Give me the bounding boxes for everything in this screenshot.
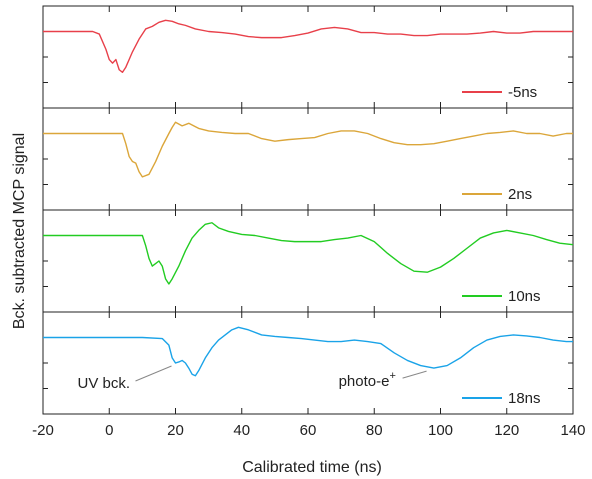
x-tick-label: 140 (560, 422, 585, 439)
series-line-10ns (43, 222, 574, 285)
x-tick-label: 20 (167, 422, 184, 439)
legend-label: 10ns (508, 288, 541, 305)
series-line--5ns (43, 19, 573, 73)
series-line-18ns (43, 326, 573, 377)
legend-label: -5ns (508, 84, 537, 101)
panel-3: 10ns (42, 209, 574, 313)
x-tick-label: 120 (494, 422, 519, 439)
annotations-layer: UV bck. photo-e+ (78, 365, 427, 392)
panels-layer: -5ns 2ns 10ns 18ns (42, 5, 574, 415)
panel-2: 2ns (42, 107, 574, 211)
annotation: photo-e+ (339, 370, 427, 390)
x-tick-label: -20 (32, 422, 54, 439)
annotation-label: UV bck. (78, 375, 131, 392)
panel-4: 18ns (42, 311, 574, 415)
x-tick-label: 60 (300, 422, 317, 439)
legend-label: 18ns (508, 390, 541, 407)
annotation-label: photo-e+ (339, 370, 396, 390)
legend-label: 2ns (508, 186, 532, 203)
x-tick-label: 0 (105, 422, 113, 439)
series-line-2ns (43, 121, 573, 178)
x-tick-label: 80 (366, 422, 383, 439)
x-tick-label: 40 (233, 422, 250, 439)
annotation-leader (135, 365, 172, 382)
x-axis-title: Calibrated time (ns) (242, 459, 382, 476)
x-tick-label: 100 (428, 422, 453, 439)
annotation-leader (402, 370, 427, 379)
y-axis-title: Bck. subtracted MCP signal (11, 133, 28, 329)
panel-1: -5ns (42, 5, 574, 109)
annotation: UV bck. (78, 365, 172, 392)
x-axis: -20 0 20 40 60 80 100 120 140 (32, 422, 585, 439)
